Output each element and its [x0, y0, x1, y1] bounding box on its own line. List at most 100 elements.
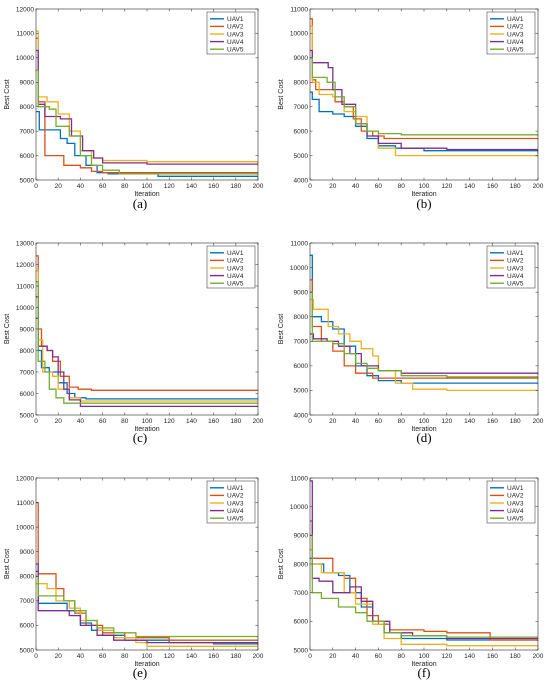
legend-label: UAV4 [227, 508, 244, 515]
y-axis-title: Best Cost [278, 79, 285, 109]
x-tick-label: 160 [208, 183, 219, 190]
y-axis-title: Best Cost [4, 314, 11, 344]
x-tick-label: 20 [55, 183, 63, 190]
legend-label: UAV4 [507, 273, 524, 280]
legend-label: UAV3 [507, 31, 524, 38]
x-tick-label: 100 [419, 653, 430, 660]
x-tick-label: 20 [329, 418, 337, 425]
x-tick-label: 100 [419, 183, 430, 190]
y-tick-label: 4000 [294, 412, 309, 419]
x-tick-label: 60 [375, 653, 383, 660]
chart-panel-1: 0 20 40 60 80 100 120 140 160 180 200 5000 6000 7000 8… [4, 6, 264, 211]
y-tick-label: 10000 [290, 504, 308, 511]
x-tick-label: 80 [121, 418, 129, 425]
x-tick-label: 200 [533, 418, 544, 425]
y-axis-title: Best Cost [278, 549, 285, 579]
y-tick-label: 5000 [294, 647, 309, 654]
legend-label: UAV5 [507, 281, 524, 288]
y-tick-label: 7000 [20, 598, 35, 605]
x-tick-label: 160 [487, 418, 498, 425]
legend-label: UAV3 [227, 31, 244, 38]
legend-label: UAV2 [227, 493, 244, 500]
y-tick-label: 9000 [294, 55, 309, 62]
x-tick-label: 180 [510, 418, 521, 425]
x-tick-label: 0 [34, 418, 38, 425]
x-tick-label: 100 [419, 418, 430, 425]
x-tick-label: 200 [253, 418, 264, 425]
legend-label: UAV3 [507, 265, 524, 272]
x-tick-label: 40 [77, 183, 85, 190]
x-tick-label: 40 [352, 418, 360, 425]
x-tick-label: 80 [398, 183, 406, 190]
legend-label: UAV2 [227, 258, 244, 265]
x-tick-label: 60 [99, 183, 107, 190]
y-tick-label: 5000 [294, 153, 309, 160]
x-tick-label: 140 [464, 183, 475, 190]
panel-caption: (d) [416, 430, 431, 445]
y-tick-label: 13000 [16, 240, 34, 247]
legend-label: UAV5 [227, 281, 244, 288]
y-tick-label: 8000 [294, 80, 309, 87]
y-tick-label: 6000 [20, 391, 35, 398]
y-tick-label: 6000 [294, 128, 309, 135]
x-tick-label: 200 [253, 653, 264, 660]
y-tick-label: 7000 [20, 369, 35, 376]
y-axis-title: Best Cost [4, 79, 11, 109]
legend-label: UAV3 [227, 265, 244, 272]
series-line-uav3 [310, 298, 538, 392]
legend-label: UAV5 [227, 516, 244, 523]
legend-label: UAV3 [507, 500, 524, 507]
y-axis-title: Best Cost [4, 549, 11, 579]
x-tick-label: 40 [77, 653, 85, 660]
x-tick-label: 60 [99, 418, 107, 425]
y-tick-label: 8000 [20, 348, 35, 355]
y-tick-label: 9000 [20, 80, 35, 87]
series-line-uav5 [36, 281, 258, 404]
x-tick-label: 120 [441, 183, 452, 190]
chart-panel-6: 0 20 40 60 80 100 120 140 160 180 200 5000 6000 7000 8… [278, 475, 544, 680]
x-tick-label: 120 [441, 418, 452, 425]
y-tick-label: 5000 [20, 177, 35, 184]
legend-label: UAV5 [227, 47, 244, 54]
x-axis-title: Iteration [134, 426, 159, 433]
y-tick-label: 10000 [16, 524, 34, 531]
y-tick-label: 8000 [20, 574, 35, 581]
series-line-uav3 [310, 25, 538, 157]
x-tick-label: 100 [142, 183, 153, 190]
x-tick-label: 40 [352, 653, 360, 660]
x-tick-label: 60 [375, 418, 383, 425]
y-tick-label: 11000 [290, 6, 308, 13]
y-tick-label: 9000 [294, 289, 309, 296]
series-line-uav4 [36, 563, 258, 644]
x-tick-label: 20 [329, 653, 337, 660]
x-tick-label: 160 [208, 653, 219, 660]
x-tick-label: 160 [487, 183, 498, 190]
x-axis-title: Iteration [411, 661, 436, 668]
legend-label: UAV1 [227, 250, 244, 257]
x-tick-label: 200 [253, 183, 264, 190]
x-tick-label: 180 [230, 418, 241, 425]
y-tick-label: 4000 [294, 177, 309, 184]
y-tick-label: 11000 [16, 283, 34, 290]
x-tick-label: 40 [352, 183, 360, 190]
y-tick-label: 5000 [20, 647, 35, 654]
x-tick-label: 120 [164, 183, 175, 190]
legend-label: UAV1 [507, 16, 524, 23]
x-axis-title: Iteration [134, 661, 159, 668]
x-tick-label: 180 [510, 183, 521, 190]
y-tick-label: 6000 [20, 153, 35, 160]
y-tick-label: 6000 [294, 363, 309, 370]
x-tick-label: 0 [308, 418, 312, 425]
x-tick-label: 20 [329, 183, 337, 190]
x-axis-title: Iteration [134, 191, 159, 198]
legend-label: UAV4 [227, 273, 244, 280]
x-tick-label: 140 [186, 418, 197, 425]
x-tick-label: 0 [34, 653, 38, 660]
x-tick-label: 20 [55, 653, 63, 660]
y-tick-label: 6000 [294, 619, 309, 626]
y-tick-label: 5000 [20, 412, 35, 419]
legend-label: UAV4 [507, 508, 524, 515]
